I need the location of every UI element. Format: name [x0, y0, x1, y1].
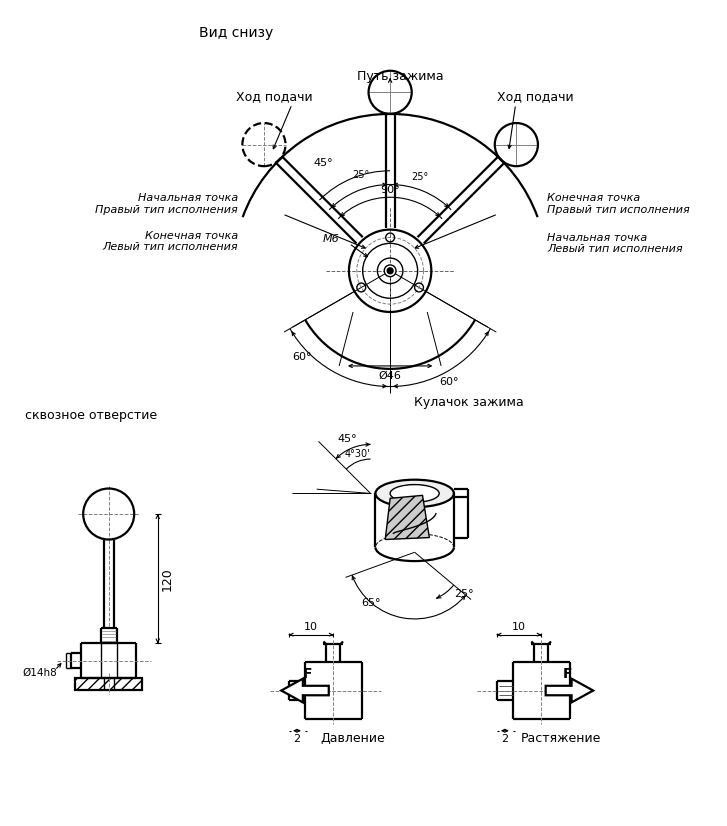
- Text: 60°: 60°: [439, 377, 459, 387]
- Circle shape: [385, 265, 396, 277]
- Text: Путь зажима: Путь зажима: [357, 70, 443, 83]
- Text: Давление: Давление: [321, 732, 385, 745]
- Text: Ø46: Ø46: [379, 371, 401, 381]
- Text: Начальная точка
Правый тип исполнения: Начальная точка Правый тип исполнения: [95, 193, 238, 215]
- Text: 2: 2: [294, 733, 300, 743]
- Text: сквозное отверстие: сквозное отверстие: [25, 410, 157, 422]
- Text: 10: 10: [512, 622, 526, 632]
- Text: 60°: 60°: [292, 352, 312, 362]
- Text: Кулачок зажима: Кулачок зажима: [414, 396, 523, 409]
- Text: 65°: 65°: [361, 598, 380, 608]
- Text: F: F: [302, 667, 312, 681]
- Text: 120: 120: [161, 567, 174, 591]
- Text: F: F: [563, 667, 572, 681]
- Polygon shape: [385, 496, 430, 539]
- Text: 45°: 45°: [313, 158, 333, 168]
- Text: 90°: 90°: [380, 185, 400, 196]
- Text: 25°: 25°: [411, 172, 428, 182]
- Ellipse shape: [390, 485, 439, 502]
- Circle shape: [387, 268, 393, 273]
- Ellipse shape: [375, 480, 454, 507]
- Polygon shape: [76, 678, 142, 690]
- Text: Начальная точка
Левый тип исполнения: Начальная точка Левый тип исполнения: [547, 233, 683, 254]
- Polygon shape: [281, 679, 329, 702]
- Text: Конечная точка
Правый тип исполнения: Конечная точка Правый тип исполнения: [547, 193, 690, 215]
- Text: М6: М6: [322, 235, 340, 244]
- Text: 45°: 45°: [338, 434, 358, 444]
- Text: 25°: 25°: [352, 169, 369, 180]
- Polygon shape: [546, 679, 593, 702]
- Text: 4°30': 4°30': [345, 449, 371, 459]
- Text: 2: 2: [502, 733, 508, 743]
- Text: Ход подачи: Ход подачи: [497, 90, 574, 102]
- Text: Конечная точка
Левый тип исполнения: Конечная точка Левый тип исполнения: [103, 230, 238, 252]
- Text: Вид снизу: Вид снизу: [199, 26, 273, 40]
- Text: 25°: 25°: [454, 590, 473, 600]
- Text: 10: 10: [304, 622, 318, 632]
- Text: Растяжение: Растяжение: [521, 732, 601, 745]
- Text: Ход подачи: Ход подачи: [236, 90, 313, 102]
- Text: Ø14h8: Ø14h8: [23, 667, 57, 677]
